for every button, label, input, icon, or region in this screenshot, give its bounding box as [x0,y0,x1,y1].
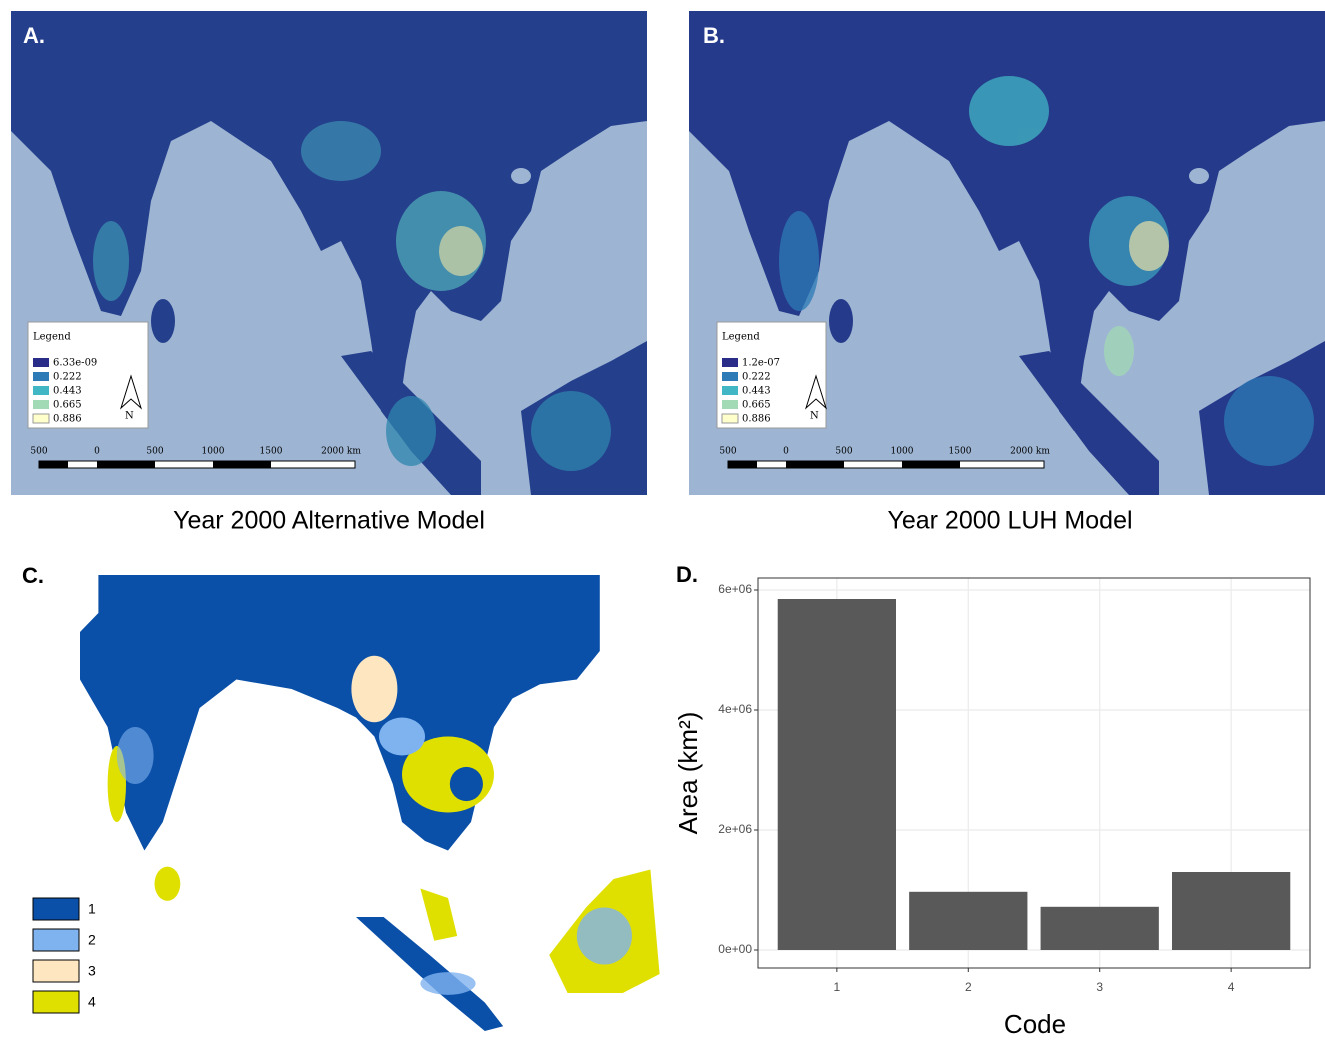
legend-label: 1.2e-07 [742,358,780,369]
panel-label: C. [22,563,44,588]
scale-label: 500 [719,447,736,457]
map-caption: Year 2000 Alternative Model [173,507,485,535]
legend-swatch [722,372,738,381]
figure: Legend 6.33e-09 0.222 0.443 0.665 0.886 … [0,0,1325,1041]
legend-label: 4 [88,994,96,1010]
y-tick-label: 2e+06 [718,822,752,836]
legend-label: 3 [88,963,96,979]
scale-label: 500 [30,447,47,457]
legend-swatch [722,414,738,423]
map-a: Legend 6.33e-09 0.222 0.443 0.665 0.886 … [11,11,647,495]
legend-label: 2 [88,932,96,948]
legend-swatch [33,898,79,920]
panel-label: A. [23,23,45,48]
scale-label: 0 [783,447,789,457]
x-tick-label: 3 [1096,980,1103,994]
scale-label: 2000 km [321,447,361,457]
y-tick-label: 6e+06 [718,582,752,596]
scale-label: 1500 [949,447,972,457]
legend-swatch [33,372,49,381]
land [356,917,503,1031]
x-tick-label: 2 [965,980,972,994]
bar [909,892,1027,950]
land [155,867,181,901]
bar [1172,872,1290,950]
legend-c: 1 2 3 4 [33,898,96,1013]
legend-swatch [722,358,738,367]
legend-label: 0.443 [742,386,771,397]
scale-label: 2000 km [1010,447,1050,457]
panel-label: D. [676,562,698,587]
panel-label: B. [703,23,725,48]
north-label: N [810,411,819,422]
legend-label: 6.33e-09 [53,358,97,369]
legend-swatch [33,929,79,951]
bar-chart: D. Code Area (km²) 0e+00 2e+06 4e+06 6e+06 1… [673,562,1310,1039]
y-tick-label: 4e+06 [718,702,752,716]
legend-swatch [722,400,738,409]
scale-label: 500 [835,447,852,457]
bar [778,599,896,950]
legend-swatch [33,991,79,1013]
north-label: N [125,411,134,422]
legend-swatch [33,960,79,982]
scale-label: 0 [94,447,100,457]
legend-swatch [33,358,49,367]
map-caption: Year 2000 LUH Model [887,507,1132,535]
land [420,889,457,941]
bar [1041,907,1159,950]
scale-bar [728,461,1044,468]
legend-label: 0.443 [53,386,82,397]
legend-label: 0.886 [53,414,82,425]
legend-swatch [33,414,49,423]
legend-label: 0.665 [53,400,82,411]
x-tick-label: 4 [1228,980,1235,994]
legend-swatch [722,386,738,395]
legend-label: 0.222 [53,372,82,383]
legend-swatch [33,386,49,395]
map-b: Legend 1.2e-07 0.222 0.443 0.665 0.886 N… [689,11,1325,495]
legend-label: 1 [88,901,96,917]
map-c [80,575,660,1031]
x-tick-label: 1 [834,980,841,994]
scale-label: 1000 [891,447,914,457]
y-tick-label: 0e+00 [718,942,752,956]
legend-title: Legend [33,332,71,343]
legend-label: 0.665 [742,400,771,411]
legend-title: Legend [722,332,760,343]
scale-label: 1500 [260,447,283,457]
legend-swatch [33,400,49,409]
scale-label: 1000 [202,447,225,457]
scale-bar [39,461,355,468]
x-axis-label: Code [1004,1009,1066,1039]
legend-label: 0.222 [742,372,771,383]
y-axis-label: Area (km²) [673,712,703,835]
legend-label: 0.886 [742,414,771,425]
land [80,575,600,851]
scale-label: 500 [146,447,163,457]
